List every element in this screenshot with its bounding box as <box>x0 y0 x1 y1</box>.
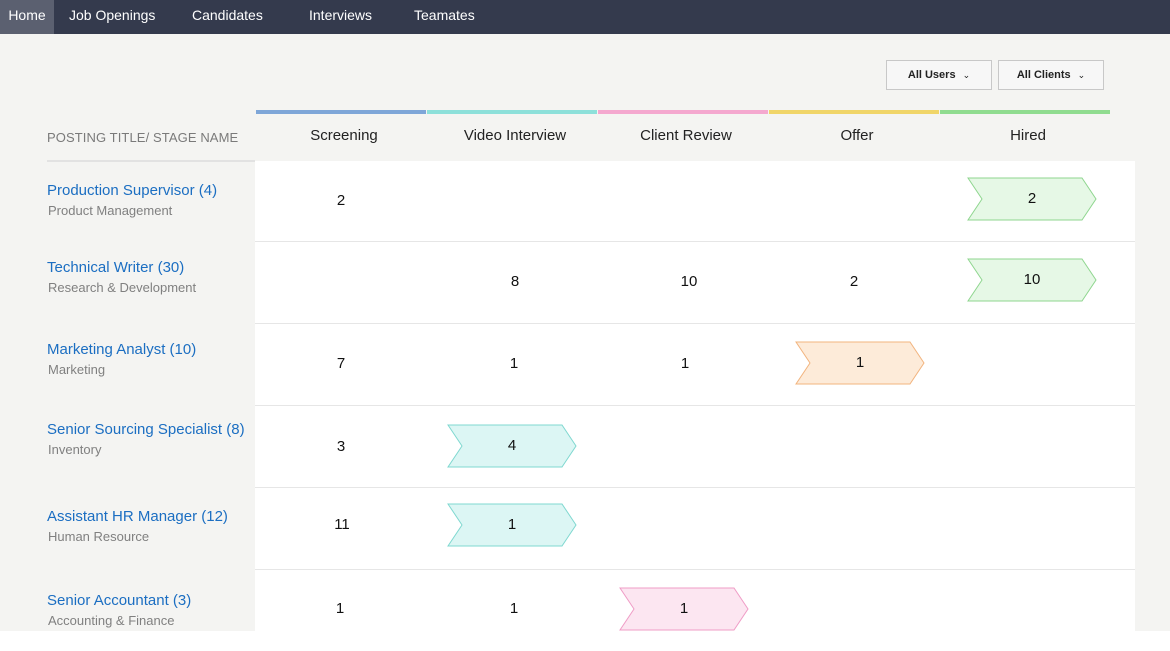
video-interview-stage-chevron[interactable]: 1 <box>447 503 577 547</box>
nav-teamates[interactable]: Teamates <box>414 7 475 23</box>
row-divider <box>255 405 1135 406</box>
client-review-stage-chevron[interactable]: 1 <box>619 587 749 631</box>
chevron-shape <box>619 587 749 631</box>
video-interview-count[interactable]: 1 <box>509 355 519 372</box>
stage-header-hired: Hired <box>1010 127 1046 144</box>
row-divider <box>255 323 1135 324</box>
all-clients-label: All Clients <box>1016 69 1071 81</box>
job-title-link[interactable]: Senior Accountant (3) <box>47 592 192 609</box>
stage-bar-screening <box>256 110 426 114</box>
chevron-shape <box>795 341 925 385</box>
screening-count[interactable]: 1 <box>335 600 345 617</box>
stage-bar-video-interview <box>427 110 597 114</box>
video-interview-stage-chevron[interactable]: 4 <box>447 424 577 468</box>
offer-count[interactable]: 2 <box>849 273 859 290</box>
video-interview-count[interactable]: 8 <box>510 273 520 290</box>
client-review-count[interactable]: 10 <box>680 273 698 290</box>
all-users-label: All Users <box>907 69 956 81</box>
chevron-shape <box>447 503 577 547</box>
chevron-down-icon: ⌄ <box>962 69 971 80</box>
screening-count[interactable]: 7 <box>336 355 346 372</box>
job-department: Research & Development <box>48 280 197 295</box>
video-interview-count: 4 <box>507 437 517 454</box>
all-users-dropdown[interactable]: All Users ⌄ <box>886 60 992 90</box>
nav-home[interactable]: Home <box>0 0 54 34</box>
hired-count: 10 <box>1023 271 1041 288</box>
job-title-link[interactable]: Senior Sourcing Specialist (8) <box>47 421 245 438</box>
job-department: Human Resource <box>48 529 150 544</box>
job-title-link[interactable]: Assistant HR Manager (12) <box>47 508 228 525</box>
dashboard-content: All Users ⌄ All Clients ⌄ POSTING TITLE/… <box>0 34 1170 631</box>
screening-count[interactable]: 2 <box>336 192 346 209</box>
job-title-link[interactable]: Technical Writer (30) <box>47 259 185 276</box>
stage-header-offer: Offer <box>840 127 874 144</box>
top-nav: Home Job Openings Candidates Interviews … <box>0 0 1170 34</box>
job-department: Accounting & Finance <box>48 613 175 628</box>
stage-header-screening: Screening <box>310 127 378 144</box>
job-title-link[interactable]: Marketing Analyst (10) <box>47 341 197 358</box>
job-title-link[interactable]: Production Supervisor (4) <box>47 182 218 199</box>
offer-stage-chevron[interactable]: 1 <box>795 341 925 385</box>
posting-title-header: POSTING TITLE/ STAGE NAME <box>47 130 239 145</box>
header-divider <box>47 160 255 162</box>
stage-bar-offer <box>769 110 939 114</box>
video-interview-count: 1 <box>507 516 517 533</box>
all-clients-dropdown[interactable]: All Clients ⌄ <box>998 60 1104 90</box>
video-interview-count[interactable]: 1 <box>509 600 519 617</box>
job-department: Product Management <box>48 203 173 218</box>
chevron-shape <box>967 258 1097 302</box>
nav-candidates[interactable]: Candidates <box>192 7 263 23</box>
nav-job-openings[interactable]: Job Openings <box>69 7 156 23</box>
chevron-shape <box>447 424 577 468</box>
hired-stage-chevron[interactable]: 10 <box>967 258 1097 302</box>
job-department: Marketing <box>48 362 106 377</box>
job-department: Inventory <box>48 442 102 457</box>
chevron-down-icon: ⌄ <box>1077 69 1086 80</box>
row-divider <box>255 487 1135 488</box>
chevron-shape <box>967 177 1097 221</box>
pipeline-table <box>255 161 1135 631</box>
client-review-count[interactable]: 1 <box>680 355 690 372</box>
row-divider <box>255 569 1135 570</box>
row-divider <box>255 241 1135 242</box>
offer-count: 1 <box>855 354 865 371</box>
hired-stage-chevron[interactable]: 2 <box>967 177 1097 221</box>
stage-bar-hired <box>940 110 1110 114</box>
stage-header-video-interview: Video Interview <box>463 127 567 144</box>
screening-count[interactable]: 11 <box>334 516 350 533</box>
client-review-count: 1 <box>679 600 689 617</box>
stage-header-client-review: Client Review <box>640 127 732 144</box>
stage-bar-client-review <box>598 110 768 114</box>
screening-count[interactable]: 3 <box>336 438 346 455</box>
nav-interviews[interactable]: Interviews <box>309 7 373 23</box>
hired-count: 2 <box>1027 190 1037 207</box>
